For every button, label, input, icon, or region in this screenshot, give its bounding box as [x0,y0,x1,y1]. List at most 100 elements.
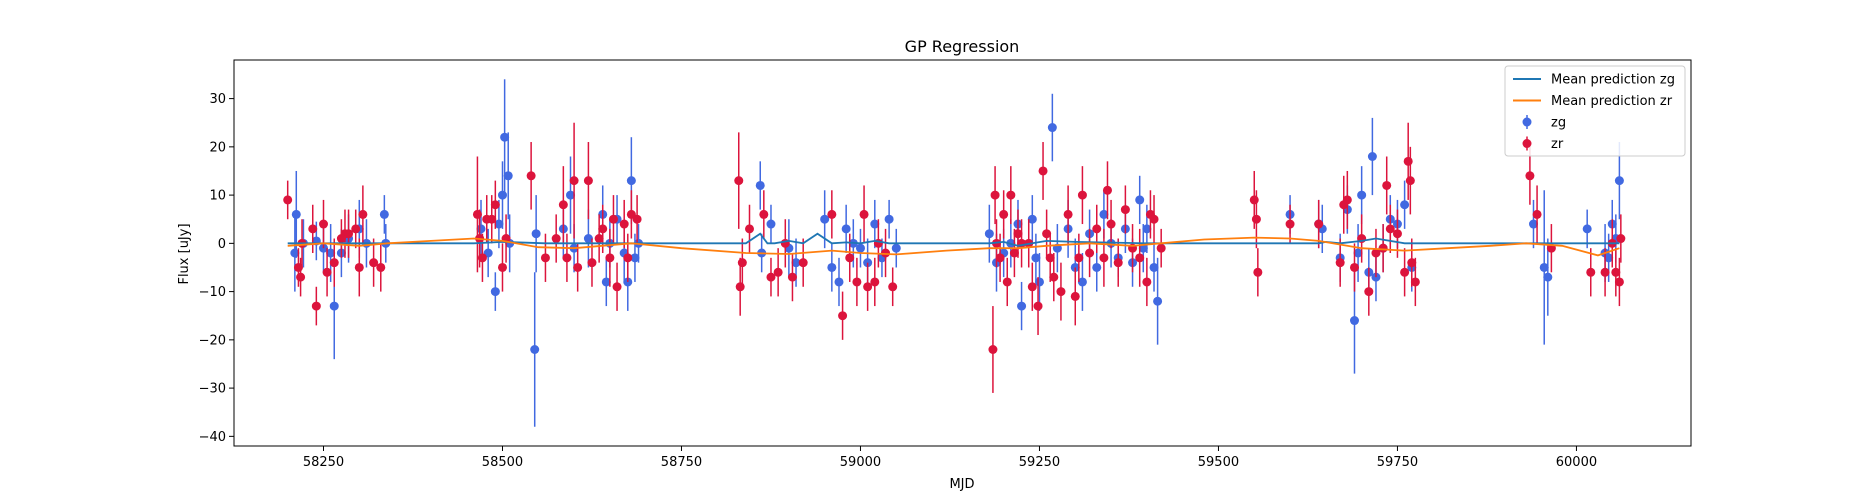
point-zr-120 [1532,209,1542,219]
point-zr-82 [1070,291,1080,301]
point-zg-18 [500,132,510,142]
point-zr-28 [558,200,568,210]
y-tick-label-30: 30 [209,92,226,107]
series-zr [283,122,1626,393]
y-tick-label-20: 20 [209,140,226,155]
point-zg-85 [1357,190,1367,200]
point-zr-4 [308,224,318,234]
point-zr-117 [1407,258,1417,268]
point-zr-126 [1614,277,1624,287]
point-zr-79 [1049,272,1059,282]
point-zr-94 [1142,277,1152,287]
point-zg-92 [1400,200,1410,210]
point-zg-0 [291,209,301,219]
point-zr-33 [587,258,597,268]
point-zg-1 [290,248,300,258]
point-zr-56 [852,277,862,287]
point-zr-34 [594,234,604,244]
point-zr-2 [296,272,306,282]
point-zr-109 [1371,248,1381,258]
point-zr-13 [354,262,364,272]
point-zg-26 [583,234,593,244]
point-zg-17 [497,190,507,200]
point-zg-51 [891,243,901,253]
point-zr-93 [1135,253,1145,263]
point-zr-100 [1253,267,1263,277]
y-tick-label-0: 0 [218,237,226,252]
point-zg-50 [884,214,894,224]
point-zr-11 [344,229,354,239]
point-zr-125 [1611,267,1621,277]
point-zr-89 [1106,219,1116,229]
point-zg-36 [755,180,765,190]
x-axis: 58250 58500 58750 59000 59250 59500 59750 60000 [303,446,1597,470]
point-zr-30 [569,176,579,186]
point-zr-52 [798,258,808,268]
point-zg-59 [1031,253,1041,263]
point-zr-118 [1410,277,1420,287]
x-tick-label-59750: 59750 [1377,455,1418,470]
x-tick-label-59500: 59500 [1198,455,1239,470]
point-zr-45 [737,258,747,268]
point-zr-59 [870,277,880,287]
x-tick-label-58250: 58250 [303,455,344,470]
y-axis: −40 −30 −20 −10 0 10 20 30 [199,92,234,445]
point-zg-21 [530,345,540,354]
point-zr-68 [1002,277,1012,287]
line-mean-prediction-zg [287,232,1620,247]
point-zg-95 [1539,262,1549,272]
point-zg-87 [1367,152,1377,161]
point-zr-103 [1335,258,1345,268]
chart-title: GP Regression [905,37,1020,56]
point-zr-86 [1092,224,1102,234]
point-zg-96 [1543,272,1553,282]
point-zr-77 [1042,229,1052,239]
point-zr-81 [1063,209,1073,219]
point-zr-112 [1385,224,1395,234]
point-zr-29 [562,253,572,263]
y-tick-label--30: −30 [199,382,226,397]
point-zg-52 [984,229,994,239]
point-zr-16 [376,262,386,272]
point-zr-74 [1027,282,1037,292]
point-zr-0 [283,195,293,205]
point-zg-99 [1604,253,1614,263]
y-tick-label--40: −40 [199,430,226,445]
legend-label-1: Mean prediction zr [1551,94,1673,109]
y-tick-label--10: −10 [199,285,226,300]
point-zr-110 [1378,243,1388,253]
point-zr-108 [1364,287,1374,297]
point-zr-38 [612,282,622,292]
plot-frame [233,59,1692,447]
point-zg-58 [1027,214,1037,224]
point-zr-32 [583,176,593,186]
legend-box [1504,65,1686,157]
y-tick-label-10: 10 [209,189,226,204]
x-tick-label-58500: 58500 [482,455,523,470]
point-zr-75 [1033,301,1043,311]
point-zg-68 [1099,209,1109,219]
point-zr-76 [1038,166,1048,176]
point-zr-119 [1525,171,1535,181]
point-zr-53 [827,209,837,219]
point-zr-116 [1405,176,1415,186]
point-zr-106 [1349,262,1359,272]
point-zg-57 [1017,301,1027,311]
point-zr-46 [744,224,754,234]
point-zr-113 [1392,229,1402,239]
point-zr-62 [888,282,898,292]
point-zr-25 [526,171,536,181]
point-zr-57 [859,209,869,219]
point-zg-28 [601,277,611,287]
point-zg-60 [1034,277,1044,287]
x-tick-label-58750: 58750 [661,455,702,470]
point-zg-73 [1135,195,1145,205]
point-zr-42 [632,214,642,224]
point-zr-90 [1113,258,1123,268]
point-zr-47 [759,209,769,219]
point-zg-94 [1528,219,1538,229]
point-zg-15 [490,287,500,297]
point-zr-12 [351,224,361,234]
point-zg-77 [1153,296,1163,306]
